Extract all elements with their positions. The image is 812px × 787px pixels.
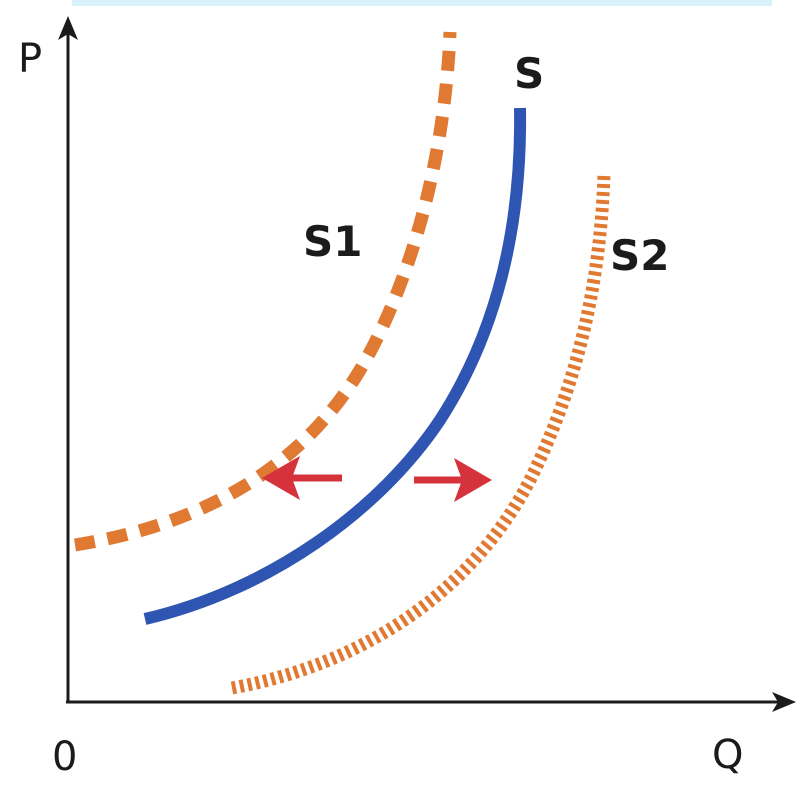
axes [58,16,796,712]
y-axis-label: P [18,36,42,82]
origin-label: 0 [52,734,77,780]
curve-label-s: S [514,49,544,98]
shift-arrow-right [414,458,492,502]
supply-curve-s2 [230,174,611,695]
supply-curve-s1 [73,31,457,552]
x-axis-arrowhead [772,692,796,712]
x-axis-label: Q [712,732,743,778]
supply-curve-s [143,107,527,625]
y-axis-arrowhead [58,16,78,40]
curve-label-s2: S2 [610,231,669,280]
curve-label-s1: S1 [303,217,362,266]
top-band [72,0,772,6]
shift-arrow-left [262,456,342,500]
